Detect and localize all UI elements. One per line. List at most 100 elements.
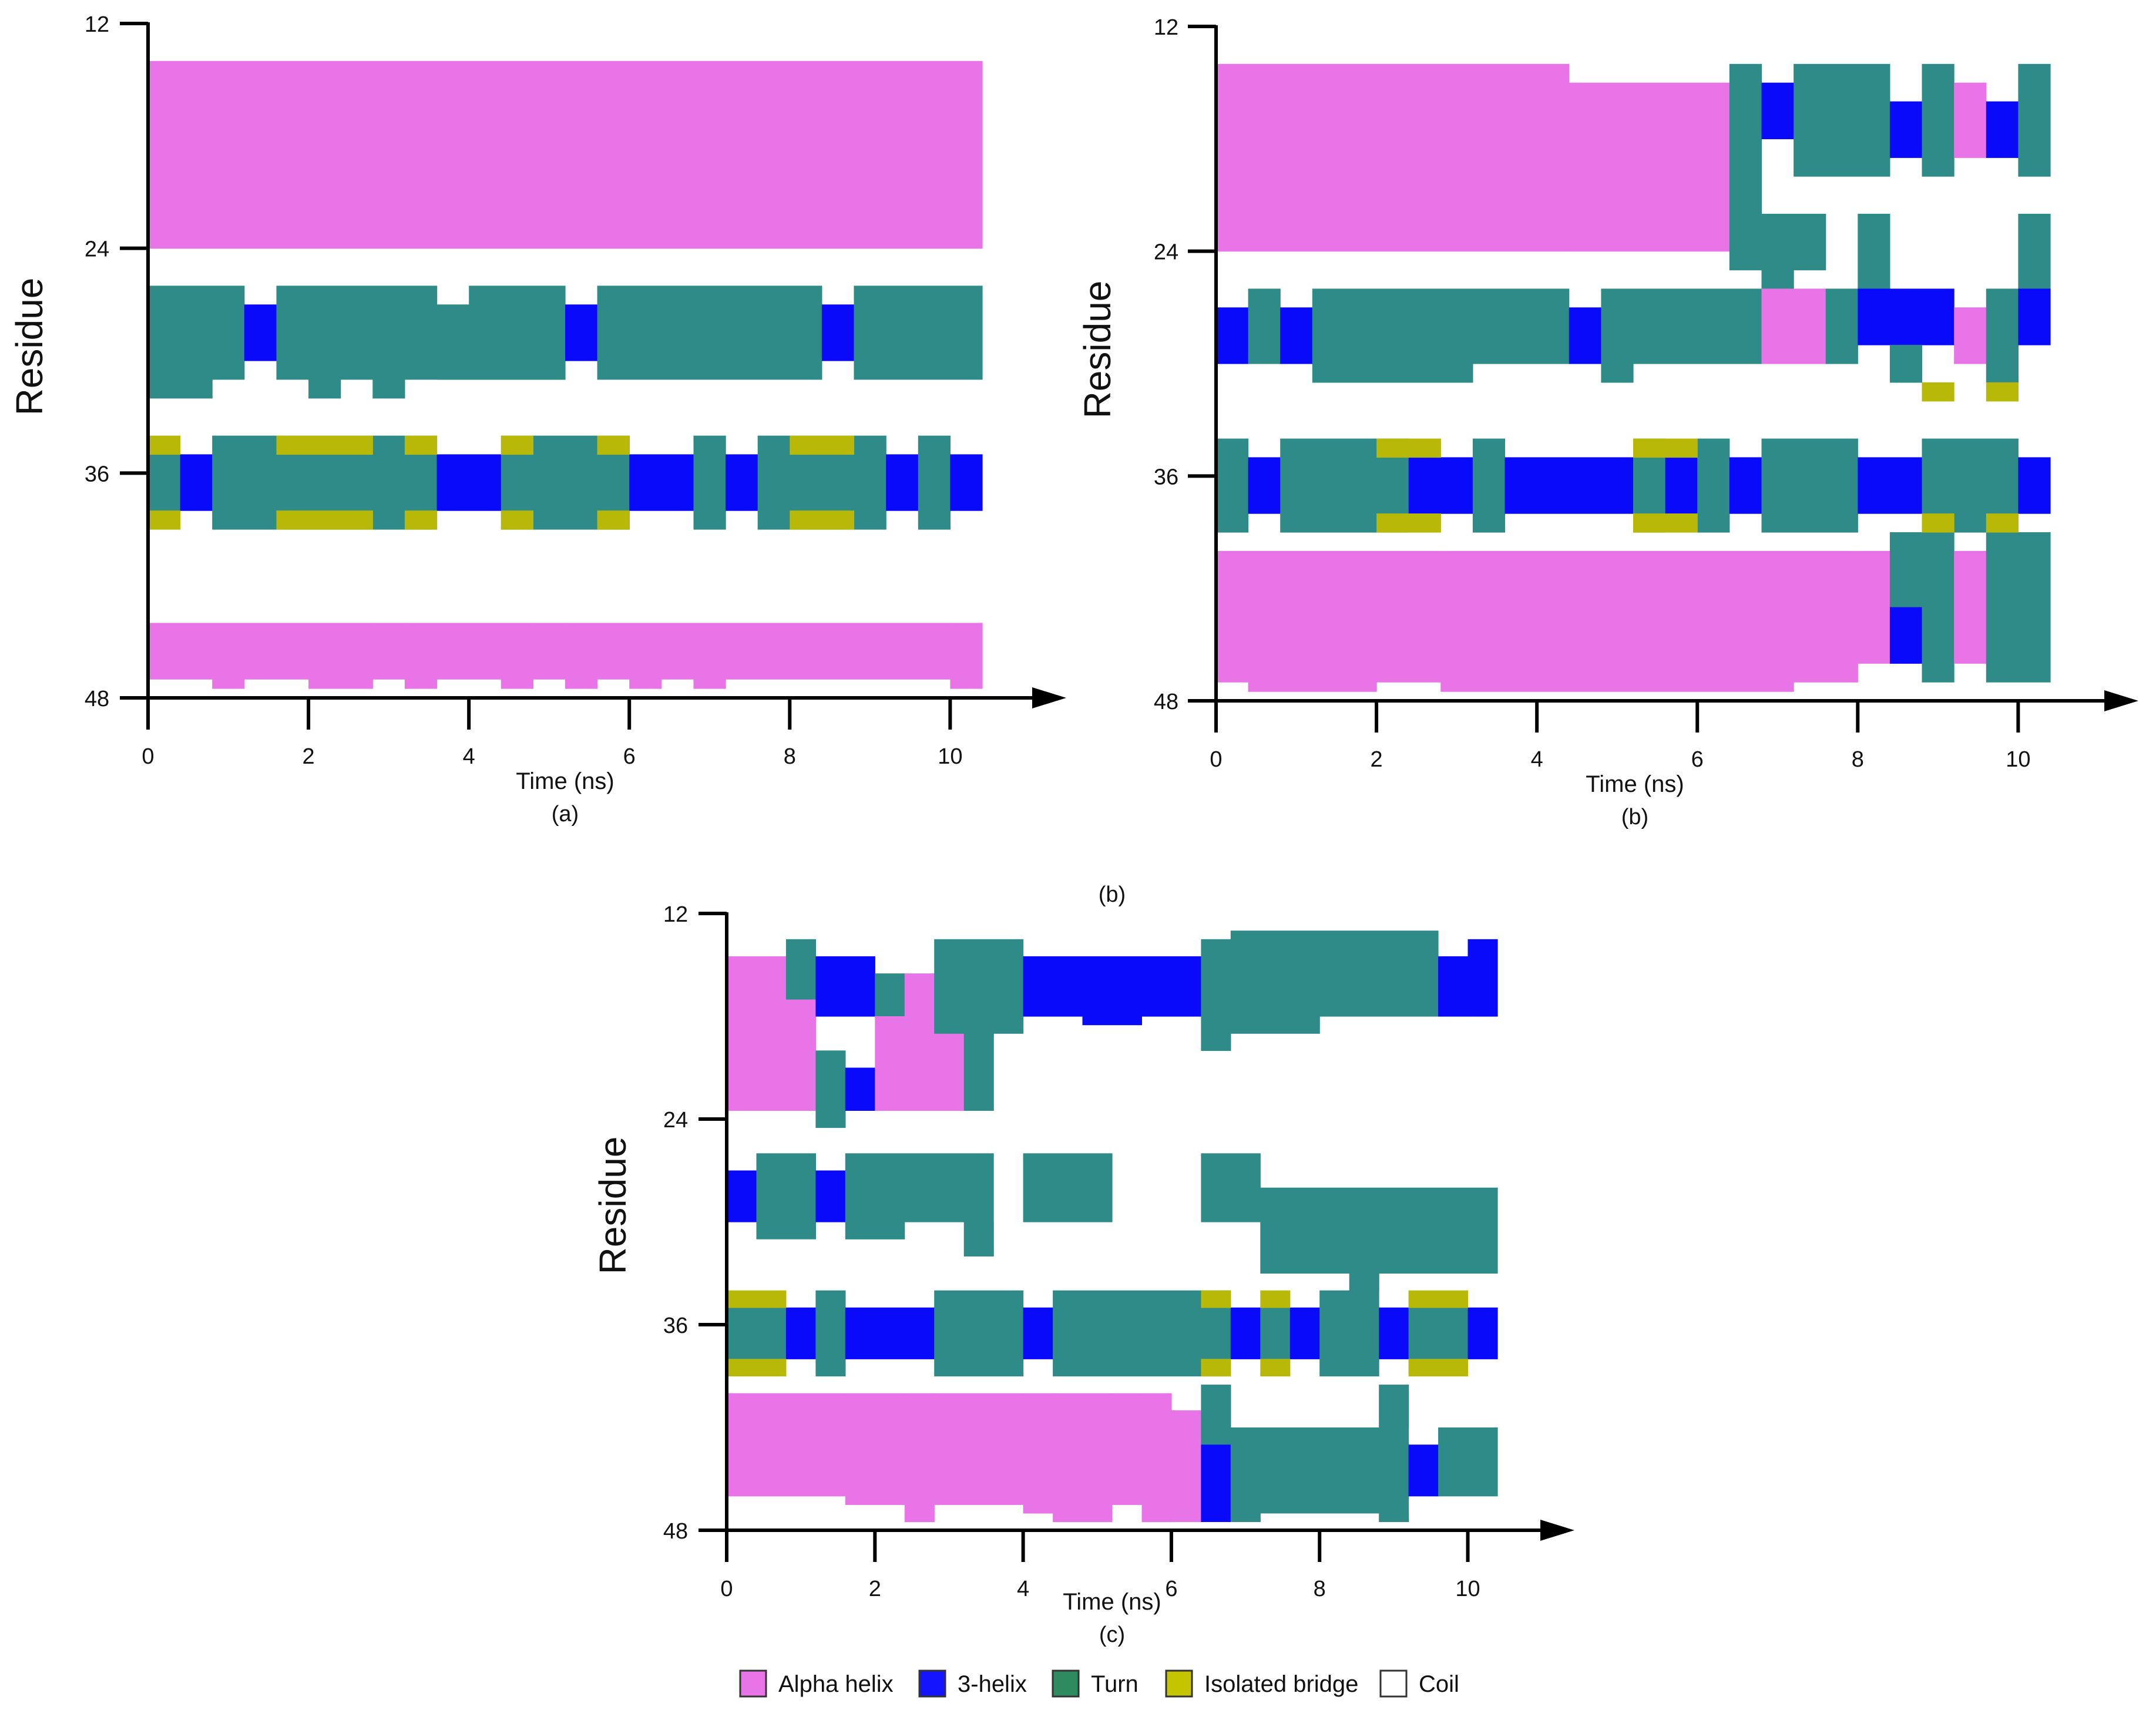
- panel-b-segment-three-helix: [1858, 288, 1954, 345]
- panel-c-segment-turn: [785, 939, 816, 1000]
- panel-b-segment-turn: [1889, 532, 1923, 608]
- panel-b-segment-turn: [1825, 288, 1858, 364]
- panel-b-y-tick-label: 36: [1154, 465, 1178, 489]
- panel-b-xlabel: Time (ns): [1586, 771, 1684, 797]
- panel-a-segment-alpha-helix: [148, 623, 213, 680]
- panel-b-ylabel: Residue: [1076, 281, 1119, 419]
- panel-a-segment-turn: [597, 285, 822, 380]
- panel-c-segment-alpha-helix: [904, 973, 935, 1017]
- panel-c-segment-turn: [1230, 930, 1439, 1017]
- panel-a-segment-turn: [308, 379, 341, 399]
- panel-b-x-tick-label: 6: [1691, 747, 1704, 772]
- panel-b-segment-three-helix: [1889, 101, 1923, 158]
- panel-a-x-tick-label: 4: [463, 744, 475, 769]
- panel-c-segment-turn: [845, 1222, 905, 1239]
- panel-b-segment-three-helix: [1408, 457, 1473, 514]
- legend-label-alpha-helix: Alpha helix: [778, 1671, 894, 1697]
- panel-a-segment-alpha-helix: [148, 61, 983, 249]
- panel-b-segment-turn: [1858, 213, 1890, 290]
- panel-c-segment-turn: [963, 1033, 994, 1111]
- panel-c-segment-three-helix: [785, 1307, 816, 1359]
- panel-c-segment-three-helix: [845, 1067, 875, 1111]
- panel-b-segment-turn: [1312, 288, 1570, 364]
- panel-c-segment-alpha-helix: [727, 1393, 846, 1497]
- panel-c-segment-three-helix: [845, 1307, 935, 1359]
- panel-c-segment-three-helix: [1023, 956, 1201, 1017]
- panel-c-segment-three-helix: [1082, 1016, 1142, 1026]
- panel-a-segment-three-helix: [436, 454, 502, 511]
- panel-b-segment-three-helix: [1569, 307, 1601, 364]
- panel-b-segment-three-helix: [1505, 457, 1634, 514]
- panel-c-x-tick-label: 0: [720, 1577, 733, 1601]
- panel-c-segment-turn: [1230, 1513, 1261, 1522]
- panel-b-segment-turn: [1216, 438, 1249, 533]
- panel-c-segment-alpha-helix: [845, 1393, 905, 1505]
- panel-c-segment-turn: [1230, 1427, 1409, 1514]
- panel-b-segment-turn: [1922, 532, 1954, 683]
- panel-c-segment-three-helix: [1438, 956, 1469, 1017]
- panel-c-segment-isolated-bridge: [1408, 1290, 1469, 1308]
- panel-a-segment-turn: [148, 454, 181, 511]
- panel-b-x-tick-label: 2: [1371, 747, 1383, 772]
- panel-c-segment-alpha-helix: [875, 1016, 935, 1111]
- panel-a-segment-isolated-bridge: [790, 510, 855, 530]
- legend-swatch-three-helix: [918, 1669, 946, 1698]
- panel-a-segment-isolated-bridge: [501, 435, 533, 455]
- panel-b-segment-turn: [1601, 364, 1634, 383]
- panel-a-x-tick-label: 6: [623, 744, 636, 769]
- panel-b-x-tick-label: 0: [1210, 747, 1222, 772]
- panel-a-segment-turn: [693, 435, 726, 530]
- panel-a-y-tick-label: 12: [85, 12, 109, 37]
- panel-b-y-tick-label: 24: [1154, 240, 1178, 265]
- panel-b-segment-three-helix: [1665, 457, 1698, 514]
- panel-b-segment-turn: [1922, 63, 1954, 177]
- panel-b-segment-turn: [1729, 63, 1762, 271]
- panel-c-caption: (c): [1099, 1622, 1125, 1647]
- panel-b-segment-alpha-helix: [1954, 307, 1987, 364]
- panel-c-segment-isolated-bridge: [1201, 1290, 1231, 1308]
- panel-a-segment-three-helix: [726, 454, 758, 511]
- panel-a-x-axis-arrow: [1032, 687, 1066, 708]
- legend-label-turn: Turn: [1091, 1671, 1139, 1697]
- panel-c-segment-three-helix: [1023, 1307, 1053, 1359]
- panel-a-segment-three-helix: [629, 454, 694, 511]
- panel-b-segment-turn: [1794, 63, 1890, 177]
- panel-b-segment-turn: [1312, 364, 1473, 383]
- panel-b-segment-three-helix: [1280, 307, 1313, 364]
- panel-a-segment-alpha-helix: [661, 623, 694, 680]
- panel-a-segment-alpha-helix: [565, 623, 598, 689]
- panel-b-y-tick-label: 48: [1154, 690, 1178, 714]
- panel-b-segment-three-helix: [1858, 457, 1923, 514]
- panel-a-segment-alpha-helix: [950, 623, 983, 689]
- panel-b-segment-alpha-helix: [1954, 550, 1987, 664]
- panel-c-segment-turn: [1379, 1385, 1409, 1428]
- panel-c-segment-alpha-helix: [1171, 1410, 1201, 1522]
- panel-c-segment-alpha-helix: [1053, 1393, 1113, 1523]
- panel-a-segment-turn: [276, 285, 438, 380]
- panel-b-segment-alpha-helix: [1954, 82, 1987, 158]
- panel-c-segment-alpha-helix: [1112, 1393, 1143, 1505]
- legend-swatch-alpha-helix: [739, 1669, 767, 1698]
- panel-b-segment-alpha-helix: [1794, 550, 1858, 683]
- panel-a-segment-isolated-bridge: [148, 435, 181, 455]
- panel-a-segment-three-helix: [886, 454, 919, 511]
- panel-a-segment-alpha-helix: [629, 623, 662, 689]
- panel-b-segment-three-helix: [1889, 607, 1923, 664]
- panel-c-x-tick-label: 8: [1314, 1577, 1326, 1601]
- panel-a-segment-alpha-helix: [308, 623, 373, 689]
- panel-c-segment-turn: [1408, 1307, 1469, 1359]
- panel-b-segment-alpha-helix: [1376, 550, 1441, 683]
- panel-c-segment-three-helix: [1408, 1444, 1439, 1497]
- panel-a-ylabel: Residue: [8, 278, 51, 416]
- panel-c-segment-alpha-helix: [727, 956, 787, 1111]
- panel-b-segment-alpha-helix: [1858, 550, 1890, 664]
- panel-b-segment-turn: [1986, 532, 2051, 683]
- panel-c-segment-alpha-helix: [904, 1393, 935, 1523]
- panel-c-segment-turn: [1201, 1033, 1231, 1051]
- panel-c-segment-turn: [815, 1290, 846, 1377]
- panel-c-segment-three-helix: [727, 1170, 757, 1222]
